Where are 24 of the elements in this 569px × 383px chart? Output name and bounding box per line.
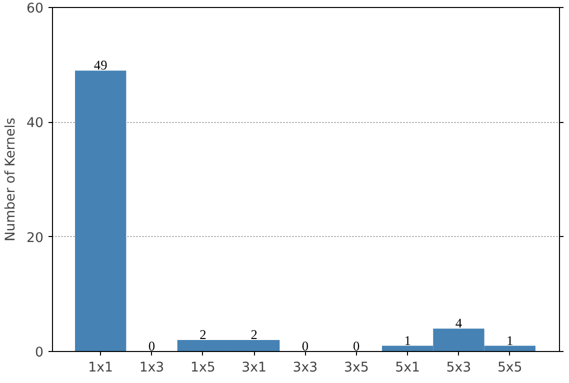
y-tick-label: 20 [26,230,44,246]
x-tick-label: 1x3 [139,360,164,376]
data-label: 2 [250,327,258,342]
x-tick-label: 1x5 [190,360,216,376]
data-label: 0 [353,338,360,354]
x-tick-label: 3x5 [344,360,369,376]
x-tick-label: 3x3 [292,360,318,376]
data-label: 0 [148,338,156,354]
data-label: 4 [455,316,462,331]
x-tick-label: 3x1 [242,360,267,376]
x-tick-label: 5x5 [497,360,522,376]
y-axis-title: Number of Kernels [4,118,19,242]
data-label: 1 [404,332,411,348]
x-tick-label: 5x1 [395,360,420,376]
data-label: 1 [506,332,514,348]
data-label: 49 [94,58,108,73]
data-label: 2 [200,327,206,342]
x-tick-label: 5x3 [446,360,472,376]
x-tick-label: 1x1 [88,360,114,376]
y-tick-label: 0 [35,346,44,360]
bar [75,70,126,352]
data-label: 0 [302,338,309,354]
y-tick-label: 60 [26,2,44,16]
y-tick-label: 40 [26,116,44,132]
